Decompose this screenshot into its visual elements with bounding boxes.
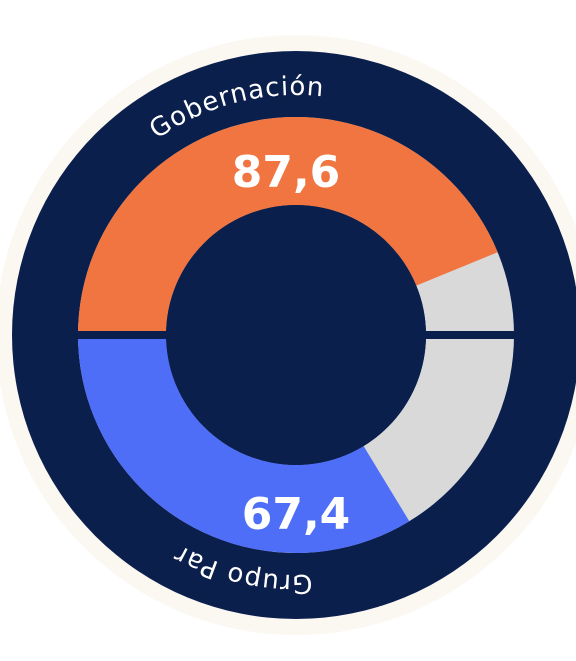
value-label: 87,6 <box>232 147 341 198</box>
rings <box>76 117 516 553</box>
gauge-bar <box>78 335 410 553</box>
gauge-bar <box>78 117 498 335</box>
value-label: 67,4 <box>242 489 351 540</box>
hole <box>166 205 426 465</box>
